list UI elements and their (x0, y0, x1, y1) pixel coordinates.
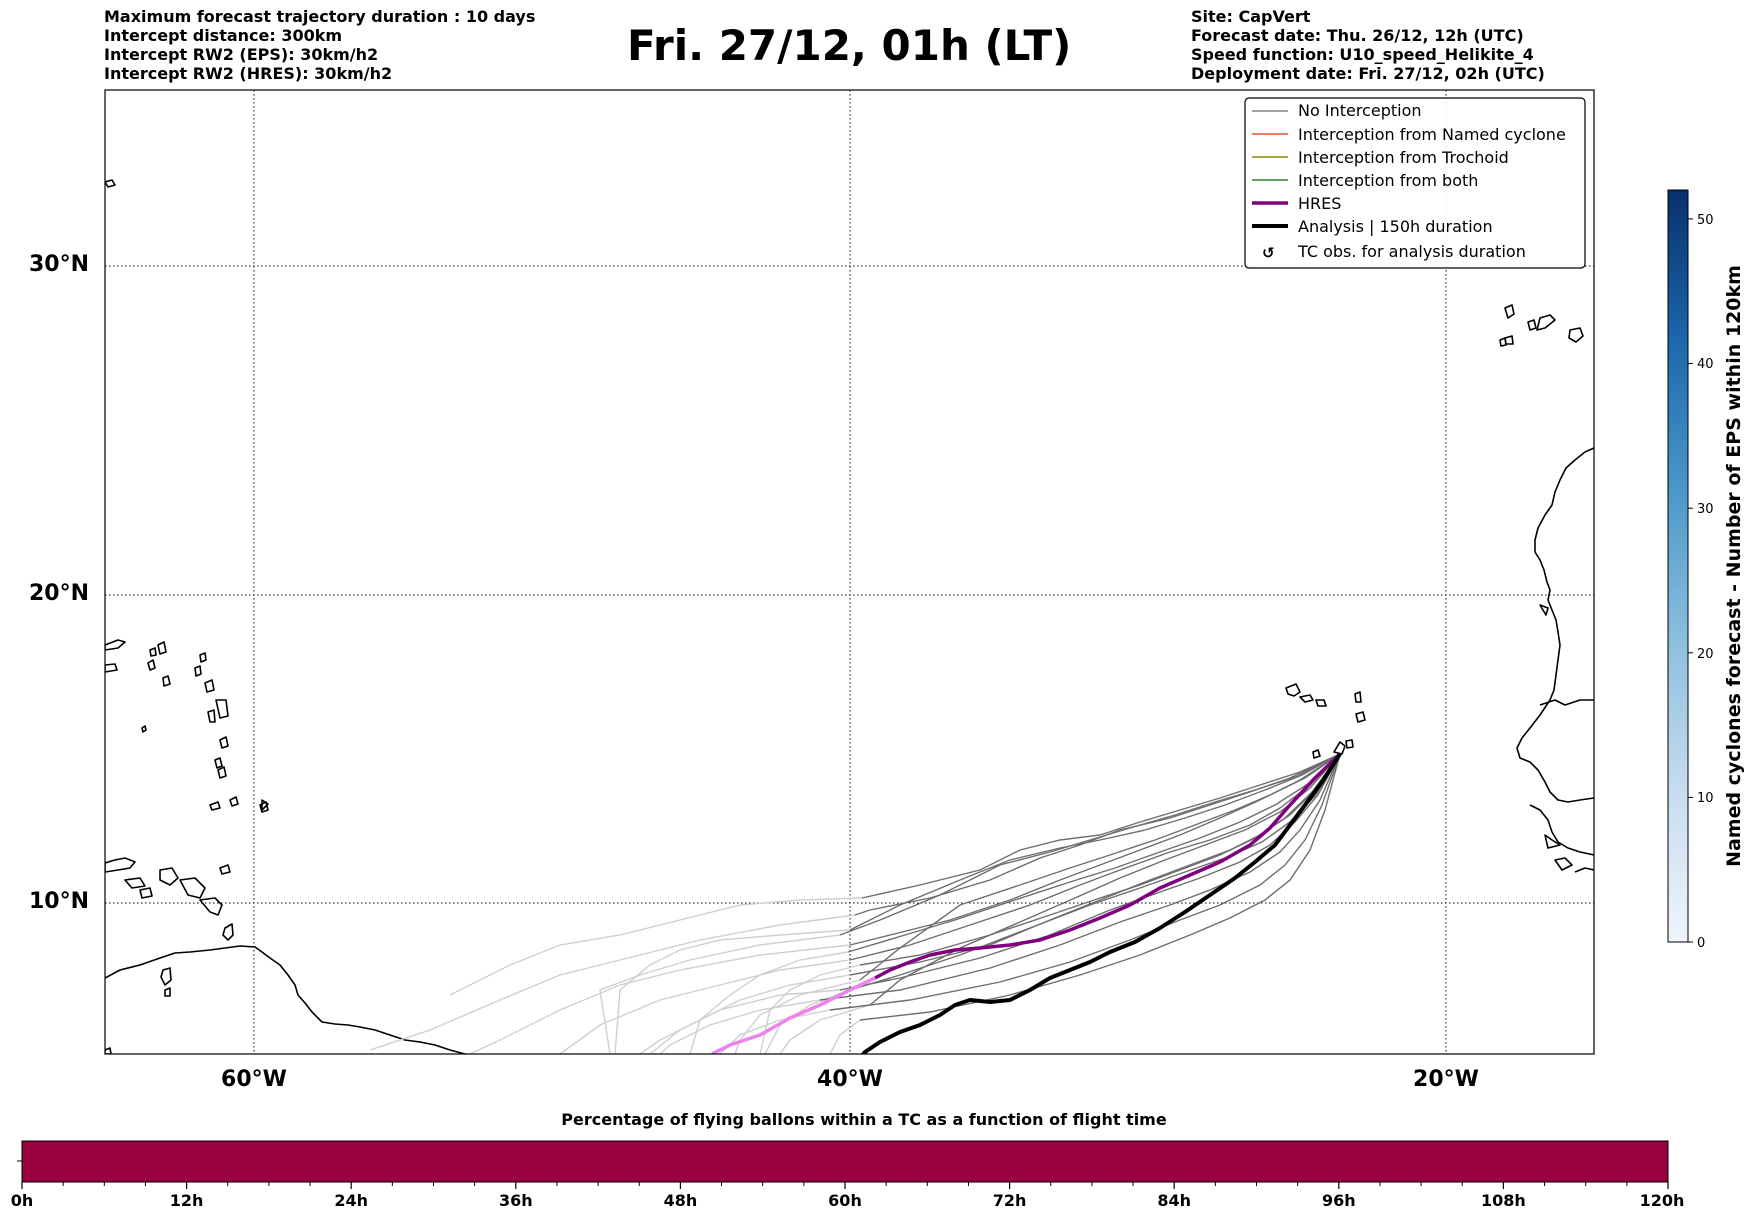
map-title: Fri. 27/12, 01h (LT) (627, 21, 1072, 70)
timebar-tick: 0h (11, 1191, 34, 1210)
legend-item-trochoid: Interception from Trochoid (1252, 148, 1509, 167)
lat-label-20n: 20°N (29, 581, 90, 606)
timebar-tick: 96h (1322, 1191, 1356, 1210)
colorbar-tick: 20 (1697, 647, 1714, 662)
lon-label-60w: 60°W (221, 1067, 287, 1092)
trinidad-island (222, 923, 234, 941)
timebar-tick: 48h (664, 1191, 698, 1210)
hres-trajectory-early (874, 752, 1342, 980)
timebar-tick: 120h (1640, 1191, 1685, 1210)
header-right: Site: CapVert Forecast date: Thu. 26/12,… (1191, 7, 1545, 83)
site-text: Site: CapVert (1191, 7, 1311, 26)
colorbar-fill (1667, 189, 1689, 943)
timebar-fill (21, 1140, 1669, 1183)
legend-label: No Interception (1298, 101, 1422, 120)
legend-label: Interception from both (1298, 171, 1478, 190)
intercept-hres-text: Intercept RW2 (HRES): 30km/h2 (104, 64, 393, 83)
south-america-coast (105, 945, 467, 1054)
eps-trajectories-late (369, 897, 871, 1054)
legend: No Interception Interception from Named … (1244, 97, 1586, 269)
colorbar-tick: 50 (1697, 213, 1714, 228)
map-frame (104, 89, 1595, 1055)
legend-item-both: Interception from both (1252, 171, 1478, 190)
legend-item-hres: HRES (1252, 194, 1341, 213)
timebar-tick: 60h (828, 1191, 862, 1210)
legend-item-no-interception: No Interception (1252, 101, 1422, 120)
timebar-title: Percentage of flying ballons within a TC… (561, 1110, 1167, 1129)
legend-label: Analysis | 150h duration (1298, 217, 1493, 236)
eps-colorbar: 0 10 20 30 40 50 Named cyclones forecast… (1667, 189, 1745, 951)
legend-item-named-cyclone: Interception from Named cyclone (1252, 125, 1566, 144)
header-left: Maximum forecast trajectory duration : 1… (104, 7, 535, 83)
timebar-tick: 72h (993, 1191, 1027, 1210)
colorbar-tick: 0 (1697, 936, 1705, 951)
intercept-eps-text: Intercept RW2 (EPS): 30km/h2 (104, 45, 379, 64)
colorbar-tick: 10 (1697, 791, 1714, 806)
intercept-distance-text: Intercept distance: 300km (104, 26, 343, 45)
lesser-antilles (105, 857, 136, 873)
colorbar-label: Named cyclones forecast - Number of EPS … (1723, 265, 1745, 867)
timebar-tick: 36h (499, 1191, 533, 1210)
tc-obs-icon: ↺ (1262, 244, 1275, 262)
map-gridlines (105, 90, 1594, 1054)
timebar-tick: 84h (1157, 1191, 1191, 1210)
cape-verde-islands (1285, 683, 1366, 759)
coastlines (105, 179, 1594, 1054)
timebar-tick: 24h (334, 1191, 368, 1210)
timebar-tick: 12h (170, 1191, 204, 1210)
lon-label-40w: 40°W (817, 1067, 883, 1092)
timebar-tick: 108h (1481, 1191, 1526, 1210)
legend-label: TC obs. for analysis duration (1297, 242, 1526, 261)
lat-label-30n: 30°N (29, 252, 90, 277)
legend-label: Interception from Named cyclone (1298, 125, 1566, 144)
speed-function-text: Speed function: U10_speed_Helikite_4 (1191, 45, 1534, 64)
africa-coast (1516, 447, 1594, 803)
max-duration-text: Maximum forecast trajectory duration : 1… (104, 7, 536, 26)
canary-islands (1499, 304, 1584, 347)
legend-item-tc-obs: ↺ TC obs. for analysis duration (1262, 242, 1526, 262)
legend-item-analysis: Analysis | 150h duration (1252, 217, 1493, 236)
flight-time-bar: Percentage of flying ballons within a TC… (11, 1110, 1685, 1210)
legend-label: HRES (1298, 194, 1341, 213)
lat-label-10n: 10°N (29, 889, 90, 914)
deployment-date-text: Deployment date: Fri. 27/12, 02h (UTC) (1191, 64, 1545, 83)
colorbar-tick: 30 (1697, 502, 1714, 517)
lon-label-20w: 20°W (1413, 1067, 1479, 1092)
eps-trajectories-early (819, 753, 1341, 1021)
hres-trajectory-late (711, 976, 876, 1054)
legend-label: Interception from Trochoid (1298, 148, 1509, 167)
legend-box (1244, 97, 1586, 269)
colorbar-tick: 40 (1697, 357, 1714, 372)
analysis-trajectory (860, 752, 1342, 1054)
forecast-date-text: Forecast date: Thu. 26/12, 12h (UTC) (1191, 26, 1524, 45)
